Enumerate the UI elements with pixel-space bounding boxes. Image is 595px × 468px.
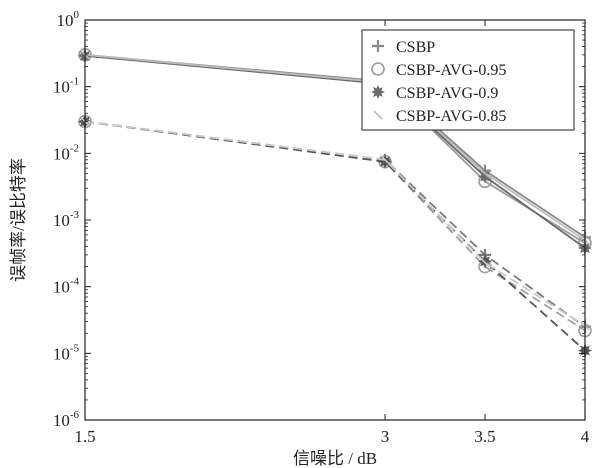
legend-item-csbp-avg-09: CSBP-AVG-0.9 — [370, 84, 498, 102]
series-line — [84, 120, 586, 328]
legend-box — [361, 29, 575, 131]
series-bit-star — [77, 114, 593, 358]
x-tick-label: 3 — [381, 427, 390, 446]
legend: CSBP CSBP-AVG-0.95 CSBP-AVG-0.9 CSBP-AVG… — [361, 29, 575, 131]
y-tick-label: 10-1 — [53, 76, 79, 97]
data-marker — [377, 154, 393, 169]
y-axis-ticks: 100 10-1 10-2 10-3 10-4 10-5 10-6 — [53, 9, 585, 430]
y-tick-label: 10-5 — [53, 342, 80, 363]
data-marker — [477, 169, 493, 184]
series-bit-circle — [78, 114, 592, 338]
x-tick-label: 1.5 — [74, 427, 95, 446]
legend-marker-tick-icon — [373, 110, 383, 120]
legend-label-csbp-avg-09: CSBP-AVG-0.9 — [396, 85, 498, 102]
legend-item-csbp: CSBP — [372, 39, 435, 56]
data-marker — [370, 84, 386, 100]
x-axis-ticks: 1.5 3 3.5 4 — [74, 20, 590, 446]
series-bit-cross — [79, 115, 591, 333]
legend-marker-circle-icon — [371, 62, 385, 76]
legend-label-csbp: CSBP — [396, 39, 435, 56]
y-tick-label: 100 — [57, 9, 80, 30]
data-marker — [371, 62, 385, 76]
legend-item-csbp-avg-085: CSBP-AVG-0.85 — [373, 108, 506, 125]
legend-item-csbp-avg-095: CSBP-AVG-0.95 — [371, 62, 506, 79]
legend-marker-star-icon — [370, 84, 386, 100]
x-tick-label: 4 — [581, 427, 590, 446]
y-tick-label: 10-3 — [53, 209, 80, 230]
y-axis-label: 误帧率/误比特率 — [9, 158, 28, 282]
data-marker — [373, 110, 383, 120]
legend-label-csbp-avg-095: CSBP-AVG-0.95 — [396, 62, 506, 79]
data-marker — [372, 40, 384, 52]
series-line — [84, 120, 586, 327]
legend-label-csbp-avg-085: CSBP-AVG-0.85 — [396, 108, 506, 125]
series-bit-tick — [80, 116, 590, 331]
data-marker — [480, 257, 490, 268]
series-line — [84, 120, 586, 352]
x-tick-label: 3.5 — [474, 427, 495, 446]
data-marker — [380, 155, 390, 165]
y-tick-label: 10-2 — [53, 142, 79, 163]
legend-marker-cross-icon — [372, 40, 384, 52]
data-marker — [480, 168, 490, 179]
series-line — [84, 120, 586, 332]
y-tick-label: 10-4 — [53, 276, 80, 297]
y-tick-label: 10-6 — [53, 409, 80, 430]
x-axis-label: 信噪比 / dB — [293, 449, 377, 468]
